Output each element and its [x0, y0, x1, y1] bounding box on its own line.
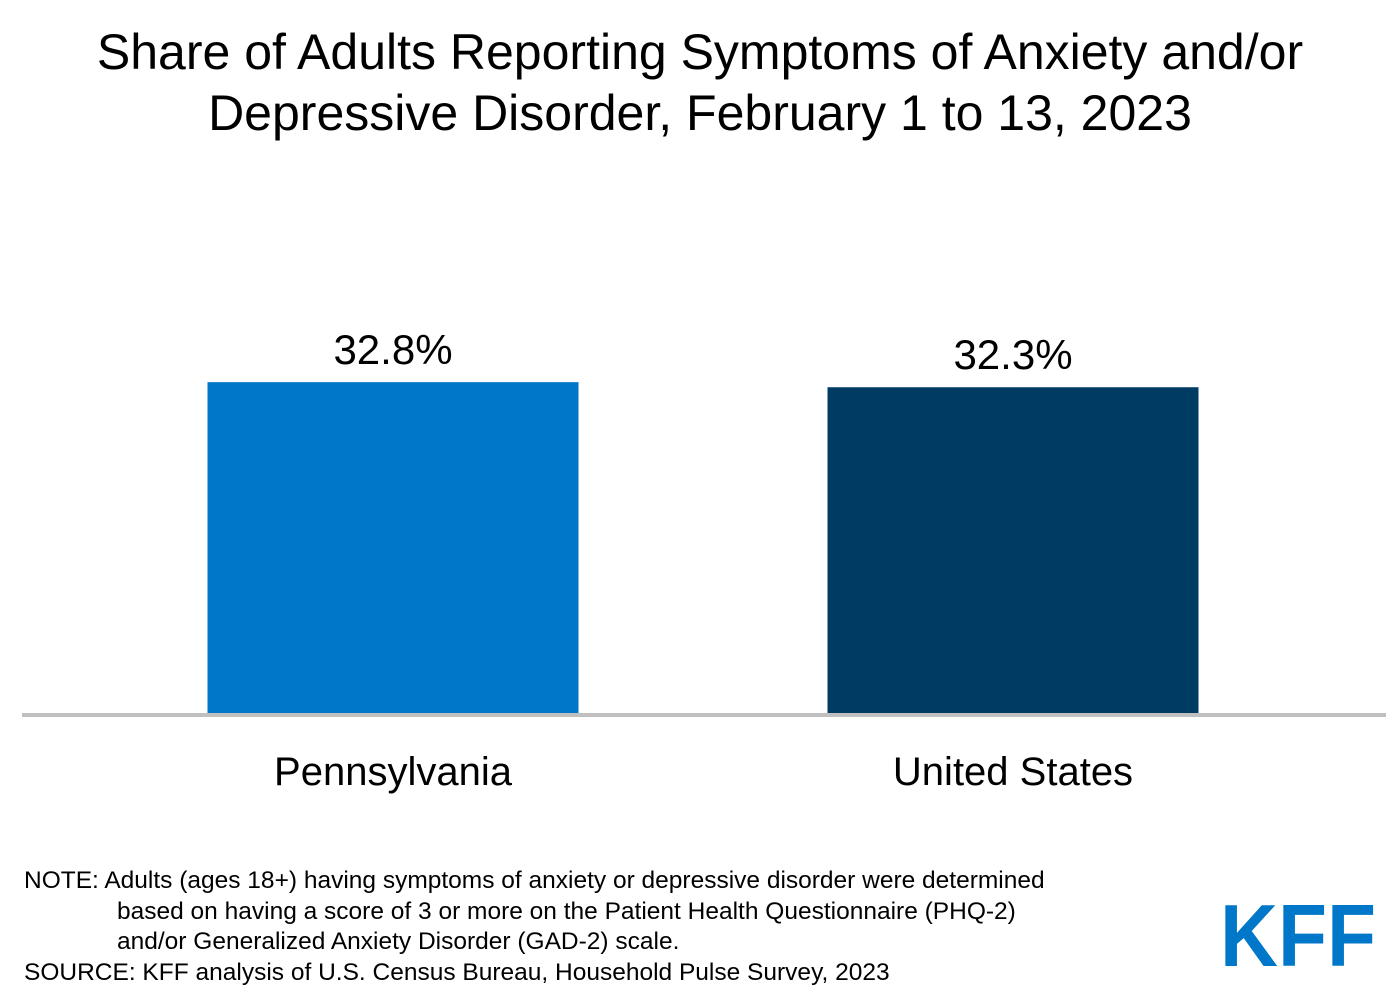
kff-logo: KFF	[1220, 902, 1376, 970]
bar-united-states	[827, 387, 1199, 714]
chart-note: NOTE: Adults (ages 18+) having symptoms …	[24, 866, 1204, 988]
title-line-2: Depressive Disorder, February 1 to 13, 2…	[208, 85, 1192, 141]
category-label-united-states: United States	[893, 750, 1133, 794]
source-line: SOURCE: KFF analysis of U.S. Census Bure…	[24, 958, 890, 986]
note-line-2: based on having a score of 3 or more on …	[117, 897, 1016, 925]
note-line-1: NOTE: Adults (ages 18+) having symptoms …	[24, 867, 1045, 894]
title-line-1: Share of Adults Reporting Symptoms of An…	[96, 24, 1304, 80]
note-line-3: and/or Generalized Anxiety Disorder (GAD…	[117, 928, 680, 955]
data-label-pennsylvania: 32.8%	[333, 326, 452, 373]
bar-pennsylvania	[207, 382, 579, 714]
category-label-pennsylvania: Pennsylvania	[274, 750, 513, 794]
kff-logo-text: KFF	[1220, 902, 1376, 970]
bar-chart: 32.8% Pennsylvania 32.3% United States	[22, 326, 1386, 794]
chart-title: Share of Adults Reporting Symptoms of An…	[0, 22, 1400, 144]
data-label-united-states: 32.3%	[953, 331, 1072, 378]
